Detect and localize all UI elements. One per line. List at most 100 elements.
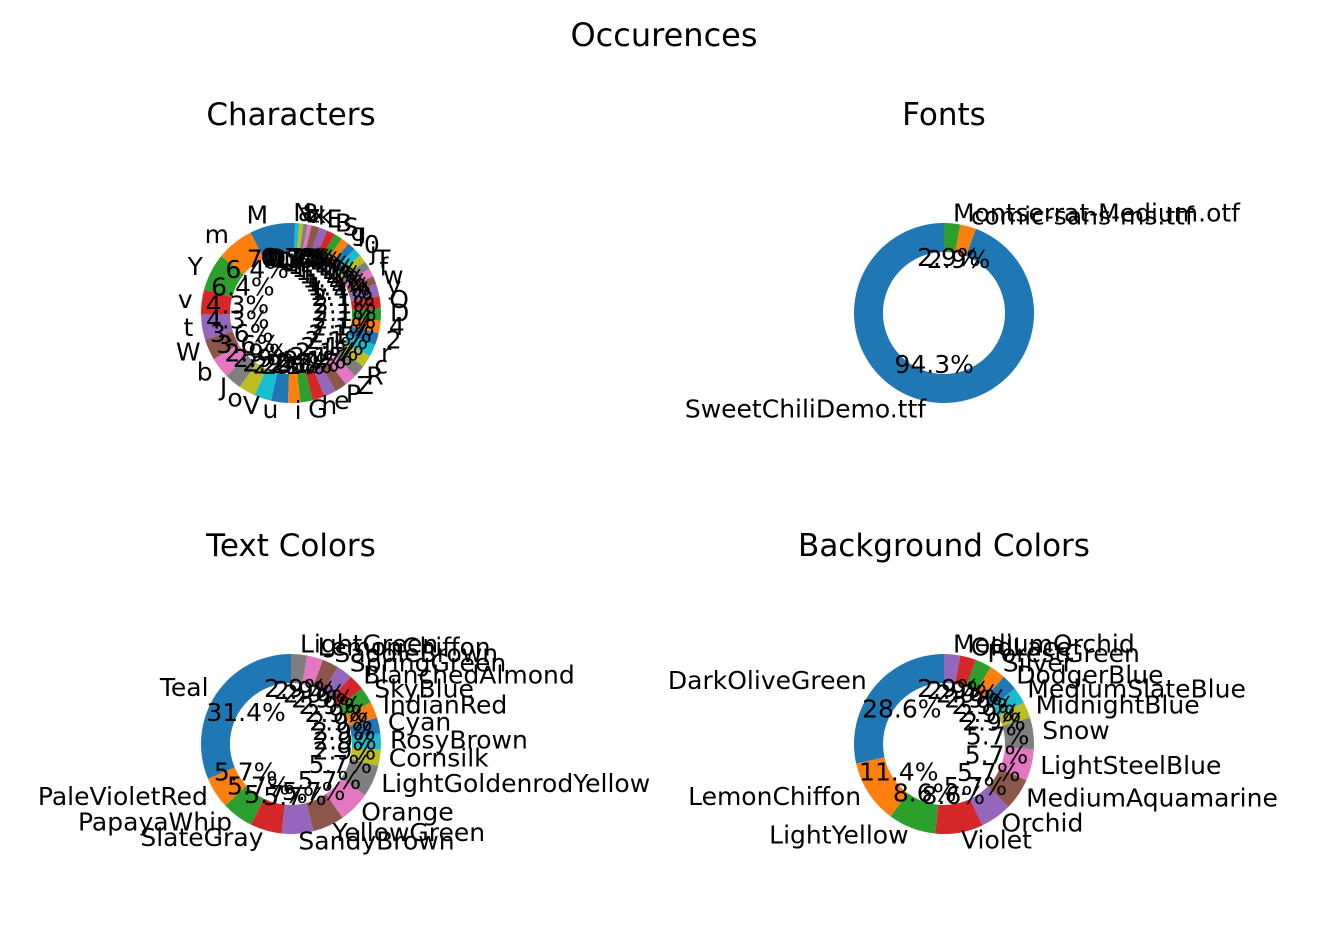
slice-label-j: j: [369, 237, 377, 266]
slice-pct-orange: 5.7%: [298, 766, 362, 795]
slice-label-palevioletred: PaleVioletRed: [38, 782, 208, 811]
slice-label-m: m: [205, 220, 229, 249]
slice-label-l: l: [357, 224, 364, 253]
slice-pct-z: 0.7%: [268, 244, 332, 273]
slice-label-g: G: [308, 395, 327, 424]
slice-pct-lightgreen: 2.9%: [264, 674, 328, 703]
wedge-y: [348, 283, 380, 302]
wedge-teal: [200, 654, 291, 779]
slice-pct-e: 1.4%: [279, 247, 343, 276]
slice-pct-slategray: 5.7%: [244, 780, 308, 809]
wedge-j: [226, 355, 257, 388]
wedge-orange: [325, 778, 366, 818]
wedge-h: [305, 369, 325, 401]
wedge-saddlebrown: [312, 659, 338, 692]
slice-pct-w: 1.4%: [309, 277, 373, 306]
slice-label-silver: Silver: [1003, 648, 1074, 677]
slice-label-yellowgreen: YellowGreen: [331, 818, 485, 847]
slice-label-mediumorchid: MediumOrchid: [953, 629, 1135, 658]
slice-pct-b: 3.6%: [216, 330, 280, 359]
wedge-yellowgreen: [306, 793, 343, 832]
slice-label-cyan: Cyan: [388, 708, 451, 737]
wedge-o: [350, 295, 381, 310]
wedge-e: [310, 227, 328, 258]
slice-label-sandybrown: SandyBrown: [298, 827, 454, 856]
wedge-g: [297, 372, 313, 403]
wedge-u: [271, 372, 289, 403]
wedge-springgreen: [322, 667, 351, 699]
slice-label-a: a: [298, 198, 313, 227]
panel-title-characters: Characters: [206, 97, 375, 133]
slice-pct-d: 2.1%: [313, 298, 377, 327]
slice-pct-mediumaquamarine: 5.7%: [957, 758, 1021, 787]
wedge-b: [315, 230, 335, 260]
wedge-t: [201, 314, 233, 340]
slice-label-m: M: [247, 201, 269, 230]
slice-label-2: 2: [386, 326, 402, 355]
wedge-4: [350, 318, 381, 333]
wedge-m: [221, 232, 264, 275]
slice-pct-cornsilk: 2.9%: [313, 736, 377, 765]
wedge-w: [346, 276, 377, 294]
slice-label-z: z: [307, 199, 320, 228]
slice-pct-e: 2.1%: [283, 346, 347, 375]
wedge-cyan: [349, 717, 381, 737]
wedge-g: [325, 238, 349, 266]
wedge-orchid: [970, 786, 1009, 826]
wedge-x: [302, 224, 312, 254]
slice-label-o: o: [227, 383, 242, 412]
slice-pct-violet: 8.6%: [921, 781, 985, 810]
slice-pct-lemonchiffon: 2.9%: [274, 676, 338, 705]
slice-label-dodgerblue: DodgerBlue: [1016, 660, 1163, 689]
slice-pct-darkolivegreen: 28.6%: [862, 694, 941, 723]
slice-label-w: w: [383, 261, 403, 290]
slice-pct-y: 6.4%: [211, 272, 275, 301]
donut-fonts: SweetChiliDemo.ttf 94.3% comic-sans-ms.ttf…: [685, 198, 1241, 423]
slice-label-snow: Snow: [1042, 716, 1109, 745]
wedge-violet: [935, 799, 983, 834]
slice-label-0: 0: [364, 230, 380, 259]
wedge-rosybrown: [351, 733, 381, 750]
slice-label-e: E: [327, 205, 343, 234]
slice-pct-t: 1.4%: [305, 268, 369, 297]
wedge-m: [250, 223, 291, 259]
panel-title-background-colors: Background Colors: [798, 528, 1090, 564]
panel-title-fonts: Fonts: [902, 97, 986, 133]
slice-label-d: D: [390, 299, 409, 328]
slice-pct-indianred: 2.9%: [309, 707, 373, 736]
slice-pct-springgreen: 2.9%: [291, 685, 355, 714]
slice-pct-c: 2.1%: [305, 326, 369, 355]
slice-label-4: 4: [389, 312, 405, 341]
panel-fonts: Fonts SweetChiliDemo.ttf 94.3% comic-sans-…: [685, 97, 1241, 423]
slice-label-rosybrown: RosyBrown: [390, 725, 528, 754]
slice-pct-mediumslateblue: 2.9%: [958, 699, 1022, 728]
wedge-lightgoldenrodyellow: [341, 758, 379, 796]
slice-label-mediumaquamarine: MediumAquamarine: [1026, 783, 1278, 812]
slice-pct-r: 2.1%: [300, 332, 364, 361]
slice-label-blanchedalmond: BlanchedAlmond: [363, 660, 575, 689]
wedge-0: [333, 249, 361, 274]
wedge-papayawhip: [225, 785, 264, 825]
slice-label-n: N: [293, 198, 312, 227]
slice-label-lightsteelblue: LightSteelBlue: [1040, 751, 1221, 780]
slice-label-e: e: [334, 386, 349, 415]
slice-pct-8: 0.7%: [265, 243, 329, 272]
panel-title-text-colors: Text Colors: [205, 528, 376, 564]
slice-pct-k: 1.4%: [274, 245, 338, 274]
slice-label-x: x: [311, 200, 326, 229]
slice-pct-f: 1.4%: [307, 273, 371, 302]
slice-pct-m: 6.4%: [225, 255, 289, 284]
panel-characters: Characters M7.1%m6.4%Y6.4%v 4.3%t 4.3%W3.6…: [176, 97, 409, 425]
wedge-skyblue: [339, 688, 371, 716]
slice-pct-sweetchilidemo-ttf: 94.3%: [895, 350, 974, 379]
slice-label-sweetchilidemo-ttf: SweetChiliDemo.ttf: [685, 394, 927, 423]
slice-label-h: h: [321, 391, 337, 420]
slice-pct-m: 7.1%: [247, 244, 311, 273]
wedge-j: [337, 255, 366, 279]
slice-label-montserrat-medium-otf: Montserrat-Medium.otf: [953, 198, 1241, 227]
wedge-z: [299, 223, 308, 254]
slice-label-saddlebrown: SaddleBrown: [334, 639, 498, 668]
wedge-dodgerblue: [984, 676, 1015, 707]
slice-label-k: k: [318, 202, 333, 231]
slice-label-b: B: [335, 208, 352, 237]
